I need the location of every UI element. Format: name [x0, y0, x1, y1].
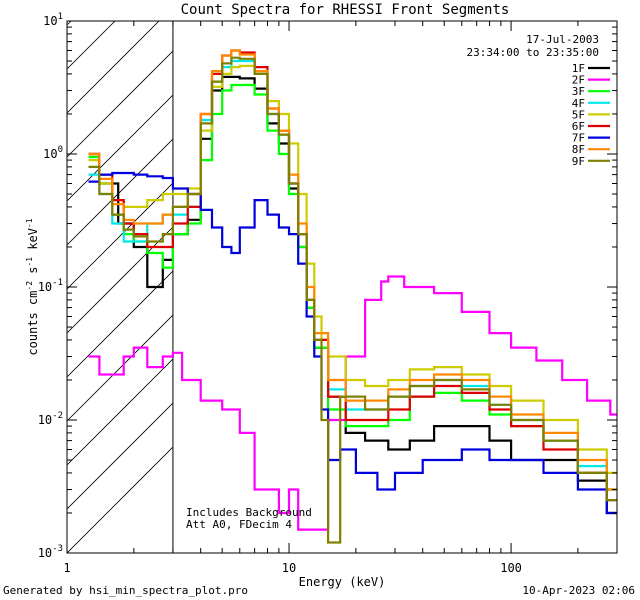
legend-label-8F: 8F [572, 143, 585, 156]
hatch-lines [67, 21, 174, 553]
series-line-8F [88, 49, 617, 491]
y-tick-label: 100 [43, 145, 63, 161]
attenuator-annotation: Att A0, FDecim 4 [186, 518, 292, 531]
x-tick-label: 1 [63, 561, 70, 575]
legend-label-1F: 1F [572, 62, 585, 75]
date-label: 17-Jul-2003 [526, 33, 599, 46]
legend-label-2F: 2F [572, 74, 585, 87]
legend-label-6F: 6F [572, 120, 585, 133]
timestamp-label: 10-Apr-2023 02:06 [522, 584, 635, 597]
legend-label-3F: 3F [572, 85, 585, 98]
legend-label-9F: 9F [572, 155, 585, 168]
series-line-9F [88, 56, 617, 544]
y-tick-label: 10-3 [38, 544, 63, 560]
y-tick-label: 10-2 [38, 411, 63, 427]
legend-label-4F: 4F [572, 97, 585, 110]
y-tick-label: 10-1 [38, 278, 63, 294]
legend-label-5F: 5F [572, 108, 585, 121]
x-axis-label: Energy (keV) [299, 575, 386, 589]
series-line-3F [88, 83, 617, 491]
generated-by-label: Generated by hsi_min_spectra_plot.pro [3, 584, 249, 597]
background-hatched-region [67, 21, 174, 553]
axis-ticks: 1 10 100 10-3 10-2 10-1 100 101 [38, 12, 618, 575]
x-tick-label: 100 [500, 561, 522, 575]
y-axis-label: counts cm-2 s-1 keV-1 [25, 218, 40, 355]
series-line-5F [88, 64, 617, 474]
series-line-1F [88, 75, 617, 515]
legend-label-7F: 7F [572, 132, 585, 145]
time-range-label: 23:34:00 to 23:35:00 [467, 46, 599, 59]
background-annotation: Includes Background [186, 506, 312, 519]
spectra-series-group [88, 49, 617, 544]
chart-title: Count Spectra for RHESSI Front Segments [181, 2, 510, 18]
series-line-2F [88, 275, 617, 531]
series-line-7F [88, 171, 617, 515]
x-tick-label: 10 [282, 561, 296, 575]
y-tick-label: 101 [43, 12, 63, 28]
